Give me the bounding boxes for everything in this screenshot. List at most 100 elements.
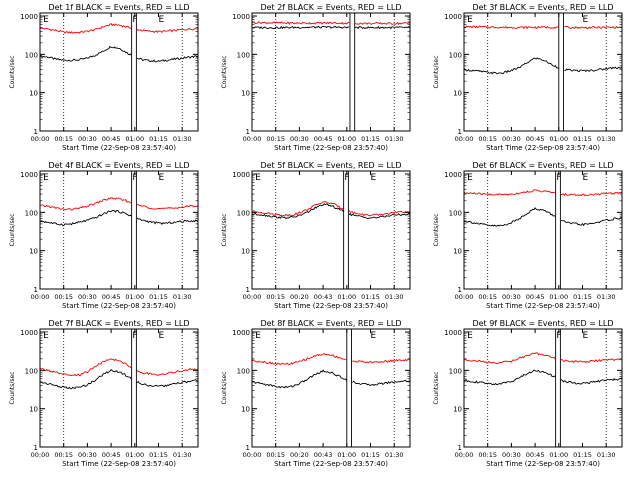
panel-det-3: Det 3f BLACK = Events, RED = LLD Counts/s… <box>433 3 623 152</box>
panel-det-9: Det 9f BLACK = Events, RED = LLD Counts/s… <box>433 319 623 468</box>
y-tick-label: 1 <box>34 286 38 294</box>
x-tick-label: 00:30 <box>502 293 521 301</box>
x-axis-label: Start Time (22-Sep-08 23:57:40) <box>274 460 388 468</box>
x-tick-label: 01:00 <box>125 451 144 459</box>
y-axis-label: Counts/sec <box>221 213 228 246</box>
marker-label: E <box>583 331 589 341</box>
y-tick-label: 1000 <box>444 13 462 21</box>
y-tick-label: 100 <box>25 367 38 375</box>
y-axis-label: Counts/sec <box>433 213 440 246</box>
plot-frame <box>251 170 411 290</box>
x-tick-label: 00:30 <box>78 451 97 459</box>
x-tick-label: 01:15 <box>573 451 592 459</box>
series-lld <box>40 197 199 211</box>
x-tick-label: 00:45 <box>102 293 121 301</box>
panel-det-4: Det 4f BLACK = Events, RED = LLD Counts/s… <box>9 161 199 310</box>
x-axis-label: Start Time (22-Sep-08 23:57:40) <box>486 144 600 152</box>
y-tick-label: 1000 <box>20 329 38 337</box>
x-tick-label: 00:43 <box>314 451 333 459</box>
x-axis-label: Start Time (22-Sep-08 23:57:40) <box>62 144 176 152</box>
x-tick-label: 00:00 <box>31 135 50 143</box>
y-tick-label: 1 <box>458 128 462 136</box>
y-axis-label: Counts/sec <box>433 55 440 88</box>
marker-label: E <box>43 331 49 341</box>
y-tick-label: 1 <box>246 128 250 136</box>
x-axis-label: Start Time (22-Sep-08 23:57:40) <box>486 460 600 468</box>
y-axis-label: Counts/sec <box>9 55 16 88</box>
x-tick-label: 01:15 <box>149 293 168 301</box>
marker-label: E <box>467 15 473 25</box>
series-events <box>39 209 199 227</box>
y-tick-label: 1 <box>34 128 38 136</box>
x-tick-label: 01:30 <box>173 451 192 459</box>
series-events <box>251 203 411 220</box>
panel-title: Det 1f BLACK = Events, RED = LLD <box>48 3 189 12</box>
y-tick-label: 1000 <box>20 171 38 179</box>
series-events <box>252 369 411 389</box>
x-tick-label: 00:00 <box>31 293 50 301</box>
marker-label: E <box>371 331 377 341</box>
series-events <box>251 25 411 30</box>
x-tick-label: 00:30 <box>502 451 521 459</box>
x-tick-label: 00:30 <box>290 135 309 143</box>
x-tick-label: 00:15 <box>478 135 497 143</box>
x-tick-label: 01:00 <box>337 293 356 301</box>
x-tick-label: 01:00 <box>549 451 568 459</box>
x-tick-label: 01:15 <box>573 135 592 143</box>
y-tick-label: 10 <box>29 90 38 98</box>
x-tick-label: 00:45 <box>314 135 333 143</box>
marker-label: F <box>556 331 561 341</box>
x-tick-label: 00:00 <box>243 135 262 143</box>
marker-label: E <box>583 15 589 25</box>
x-tick-label: 00:15 <box>54 293 73 301</box>
x-tick-label: 00:15 <box>266 293 285 301</box>
x-tick-label: 01:00 <box>549 135 568 143</box>
plot-frame <box>463 12 623 132</box>
plot-frame <box>39 328 199 448</box>
marker-label: F <box>132 173 137 183</box>
series-lld <box>463 352 623 365</box>
panel-det-7: Det 7f BLACK = Events, RED = LLD Counts/s… <box>9 319 199 468</box>
x-axis-label: Start Time (22-Sep-08 23:57:40) <box>486 302 600 310</box>
x-tick-label: 01:30 <box>173 135 192 143</box>
x-tick-label: 00:15 <box>54 135 73 143</box>
panel-title: Det 7f BLACK = Events, RED = LLD <box>48 319 189 328</box>
y-tick-label: 1000 <box>232 329 250 337</box>
x-tick-label: 00:00 <box>243 293 262 301</box>
y-axis-label: Counts/sec <box>221 55 228 88</box>
x-tick-label: 01:15 <box>149 451 168 459</box>
plot-frame <box>251 328 411 448</box>
x-axis-label: Start Time (22-Sep-08 23:57:40) <box>274 144 388 152</box>
marker-label: E <box>467 331 473 341</box>
y-tick-label: 1000 <box>444 171 462 179</box>
series-events <box>39 45 199 63</box>
x-tick-label: 00:45 <box>526 135 545 143</box>
y-tick-label: 10 <box>241 248 250 256</box>
x-tick-label: 01:15 <box>361 451 380 459</box>
x-tick-label: 00:15 <box>266 135 285 143</box>
y-tick-label: 100 <box>25 209 38 217</box>
x-tick-label: 00:30 <box>502 135 521 143</box>
x-axis-label: Start Time (22-Sep-08 23:57:40) <box>62 302 176 310</box>
x-tick-label: 01:30 <box>597 135 616 143</box>
x-tick-label: 00:15 <box>54 451 73 459</box>
series-lld <box>39 358 199 377</box>
x-tick-label: 00:00 <box>455 451 474 459</box>
plot-frame <box>251 12 411 132</box>
series-lld <box>39 23 198 34</box>
y-axis-label: Counts/sec <box>433 371 440 404</box>
marker-label: E <box>371 173 377 183</box>
marker-label: F <box>556 173 561 183</box>
y-tick-label: 1 <box>458 444 462 452</box>
x-tick-label: 00:43 <box>314 293 333 301</box>
x-tick-label: 00:30 <box>78 293 97 301</box>
y-tick-label: 1000 <box>20 13 38 21</box>
panel-title: Det 9f BLACK = Events, RED = LLD <box>472 319 613 328</box>
x-tick-label: 01:00 <box>549 293 568 301</box>
panel-title: Det 2f BLACK = Events, RED = LLD <box>260 3 401 12</box>
y-tick-label: 100 <box>237 209 250 217</box>
marker-label: E <box>467 173 473 183</box>
x-tick-label: 01:00 <box>337 135 356 143</box>
x-tick-label: 01:00 <box>125 293 144 301</box>
